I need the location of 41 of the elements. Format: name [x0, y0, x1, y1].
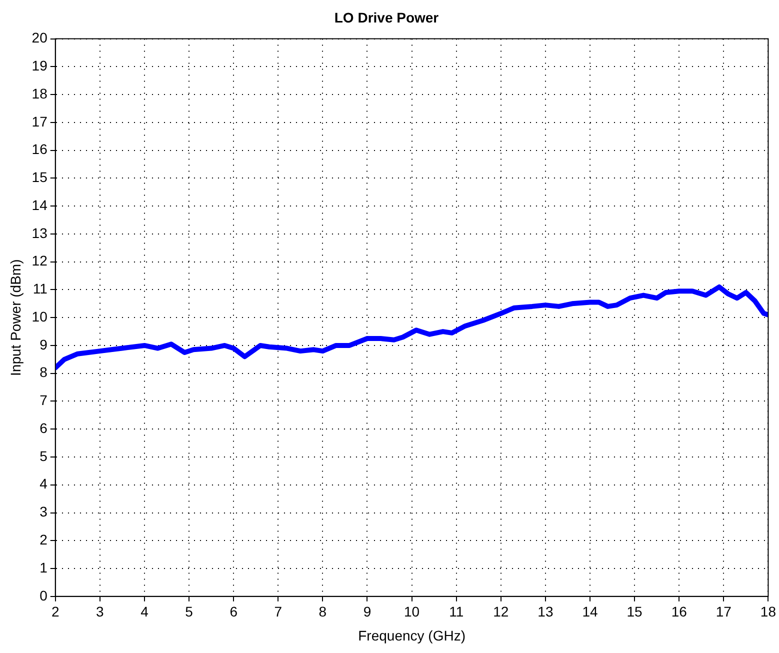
y-tick-label: 15 — [32, 169, 48, 186]
x-tick-label: 10 — [404, 604, 420, 620]
x-tick-label: 4 — [140, 604, 149, 620]
y-tick-label: 17 — [32, 113, 48, 130]
x-tick-label: 6 — [230, 604, 238, 620]
x-tick-label: 5 — [185, 604, 194, 620]
x-tick-label: 11 — [449, 604, 464, 620]
x-tick-label: 16 — [671, 604, 688, 620]
y-tick-label: 18 — [32, 85, 48, 102]
y-tick-label: 7 — [40, 392, 48, 408]
chart-title: LO Drive Power — [334, 9, 440, 26]
x-tick-label: 2 — [51, 604, 60, 620]
y-tick-label: 20 — [32, 30, 48, 46]
y-tick-label: 9 — [40, 336, 48, 352]
x-tick-label: 12 — [493, 604, 509, 620]
x-tick-label: 9 — [363, 604, 372, 620]
y-tick-label: 8 — [40, 364, 48, 380]
y-axis-title: Input Power (dBm) — [7, 259, 24, 376]
x-tick-label: 3 — [96, 604, 104, 620]
y-tick-label: 13 — [32, 224, 48, 241]
y-tick-label: 4 — [40, 476, 48, 492]
y-tick-label: 1 — [40, 559, 48, 576]
x-tick-label: 18 — [760, 604, 776, 620]
y-tick-label: 0 — [40, 587, 48, 604]
y-tick-label: 3 — [40, 504, 48, 520]
y-tick-label: 2 — [40, 532, 48, 548]
x-tick-label: 8 — [318, 604, 327, 620]
y-tick-label: 11 — [32, 280, 48, 297]
y-tick-label: 12 — [32, 252, 48, 269]
y-tick-label: 5 — [40, 448, 48, 464]
x-tick-label: 15 — [626, 604, 643, 620]
x-tick-label: 7 — [274, 604, 282, 620]
x-axis-title: Frequency (GHz) — [358, 627, 466, 644]
y-tick-label: 16 — [32, 141, 48, 158]
x-tick-label: 13 — [538, 604, 554, 620]
y-tick-label: 19 — [32, 58, 48, 74]
x-tick-label: 14 — [582, 604, 598, 620]
y-tick-label: 14 — [32, 196, 48, 213]
y-tick-label: 6 — [40, 420, 48, 436]
y-tick-label: 10 — [32, 308, 48, 324]
x-tick-label: 17 — [716, 604, 732, 620]
